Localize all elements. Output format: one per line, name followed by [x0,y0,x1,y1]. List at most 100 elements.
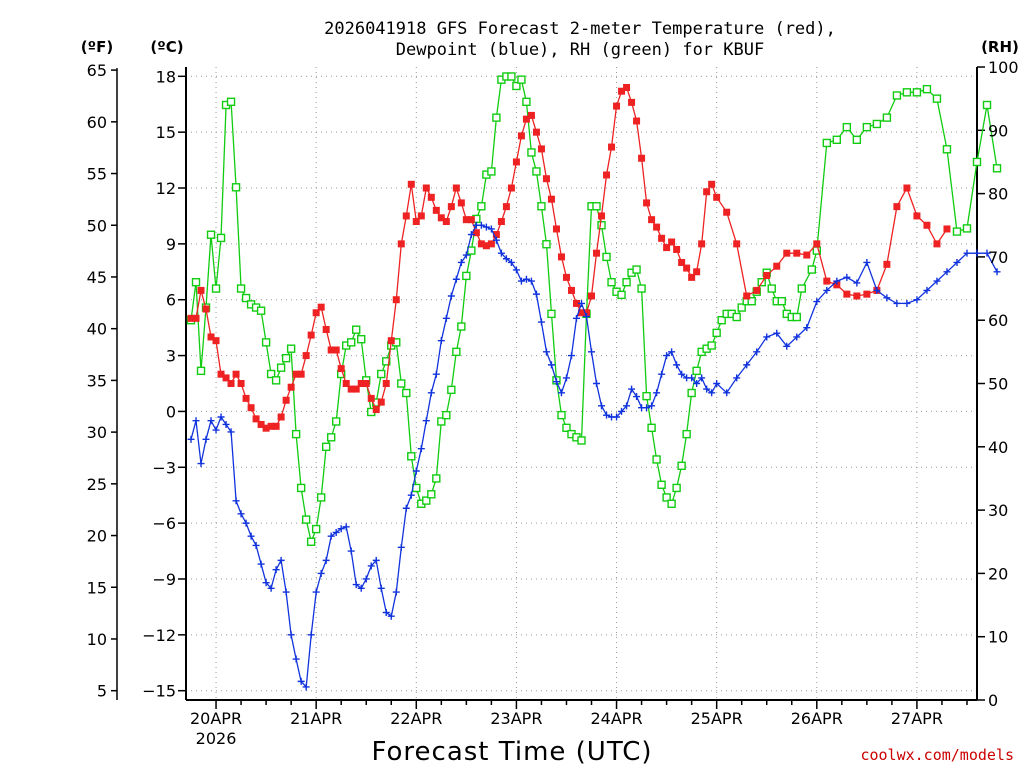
dewpoint-point [813,298,821,306]
rh-point [352,325,361,334]
temperature-point [512,158,520,166]
dewpoint-point [973,249,981,257]
grid [186,67,977,700]
fahrenheit-tick-label: 60 [87,113,107,132]
dewpoint-point [843,273,851,281]
dewpoint-point [272,566,280,574]
rh-point [512,81,521,91]
rh-point [992,164,1002,173]
dewpoint-point [763,333,771,341]
dewpoint-point [322,556,330,564]
rh-point [261,338,271,347]
dewpoint-point [593,380,601,387]
rh-point [316,493,326,502]
rh-point [507,72,516,81]
rh-point [577,436,586,445]
rh-point [872,119,882,129]
rh-point [737,303,746,312]
dewpoint-point [823,286,831,294]
dewpoint-point [267,584,275,592]
temperature-point [522,115,530,123]
rh-point [692,366,701,376]
rh-point [892,91,902,100]
rh-point [437,417,446,426]
temperature-point [252,415,260,423]
rh-point [226,97,236,107]
dewpoint-point [432,370,440,378]
rh-point [912,88,922,97]
fahrenheit-tick-label: 25 [87,475,107,494]
dewpoint-point [487,225,495,233]
dewpoint-point [442,314,450,322]
temperature-point [593,249,601,257]
temperature-point [287,383,295,391]
rh-point [296,483,306,493]
rh-point [797,284,806,293]
rh-point [211,284,221,293]
fahrenheit-tick-label: 5 [97,682,107,701]
rh-point [196,366,206,376]
rh-point [862,122,872,132]
dewpoint-point [372,556,380,564]
temperature-point [903,184,911,192]
dewpoint-point [352,581,360,589]
temperature-point [292,370,300,378]
temperature-point [477,240,485,248]
temperature-point [452,184,460,192]
dewpoint-point [217,413,225,421]
temperature-point [492,231,500,239]
dewpoint-point [237,510,245,518]
rh-point [432,474,441,483]
rh-point [427,490,436,499]
temperature-point [467,216,475,224]
temperature-point [267,422,275,430]
temperature-point [633,117,641,125]
rh-point [622,278,631,287]
temperature-point [923,221,931,229]
dewpoint-point [377,584,385,592]
dewpoint-point [668,348,676,356]
temperature-point [327,346,335,354]
temperature-point [743,292,751,300]
fahrenheit-tick-label: 10 [87,630,107,649]
dewpoint-point [232,497,240,505]
fahrenheit-tick-label: 55 [87,165,107,184]
temperature-point [382,380,390,387]
temperature-point [668,238,676,246]
rh-point [852,135,862,144]
x-tick-label: 22APR [390,709,442,728]
temperature-point [312,309,320,317]
temperature-point [708,180,716,188]
rh-point [291,429,301,439]
dewpoint-point [613,413,621,421]
temperature-point [763,272,771,280]
tick-labels: −15 −12 −9 −6 −3 0 3 6 9 12 15 18 5 10 15 20 25 30 35 40 45 5… [87,58,1019,748]
temperature-point [703,188,711,196]
temperature-point [362,380,370,387]
dewpoint-point [537,318,545,326]
rh-point [562,423,571,433]
temperature-point [507,184,515,192]
temperature-point [588,292,596,300]
dewpoint-point [923,286,931,294]
dewpoint-point [337,525,345,533]
rh-point [542,240,551,249]
rh-point [617,290,626,300]
dewpoint-point [317,569,325,577]
dewpoint-point [482,223,490,231]
celsius-tick-label: −9 [152,570,176,589]
dewpoint-point [387,612,395,620]
dewpoint-point [422,417,430,425]
rh-point [236,284,246,293]
temperature-point [232,370,240,378]
chart-title-line2: Dewpoint (blue), RH (green) for KBUF [396,40,764,60]
rh-point [286,344,296,353]
temperature-point [242,394,250,402]
rh-point [402,388,411,398]
temperature-point [833,281,841,289]
x-axis-title: Forecast Time (UTC) [371,737,652,767]
temperature-point [578,309,585,317]
dewpoint-point [648,402,656,410]
temperature-point [342,380,350,387]
rh-tick-label: 70 [988,248,1008,267]
